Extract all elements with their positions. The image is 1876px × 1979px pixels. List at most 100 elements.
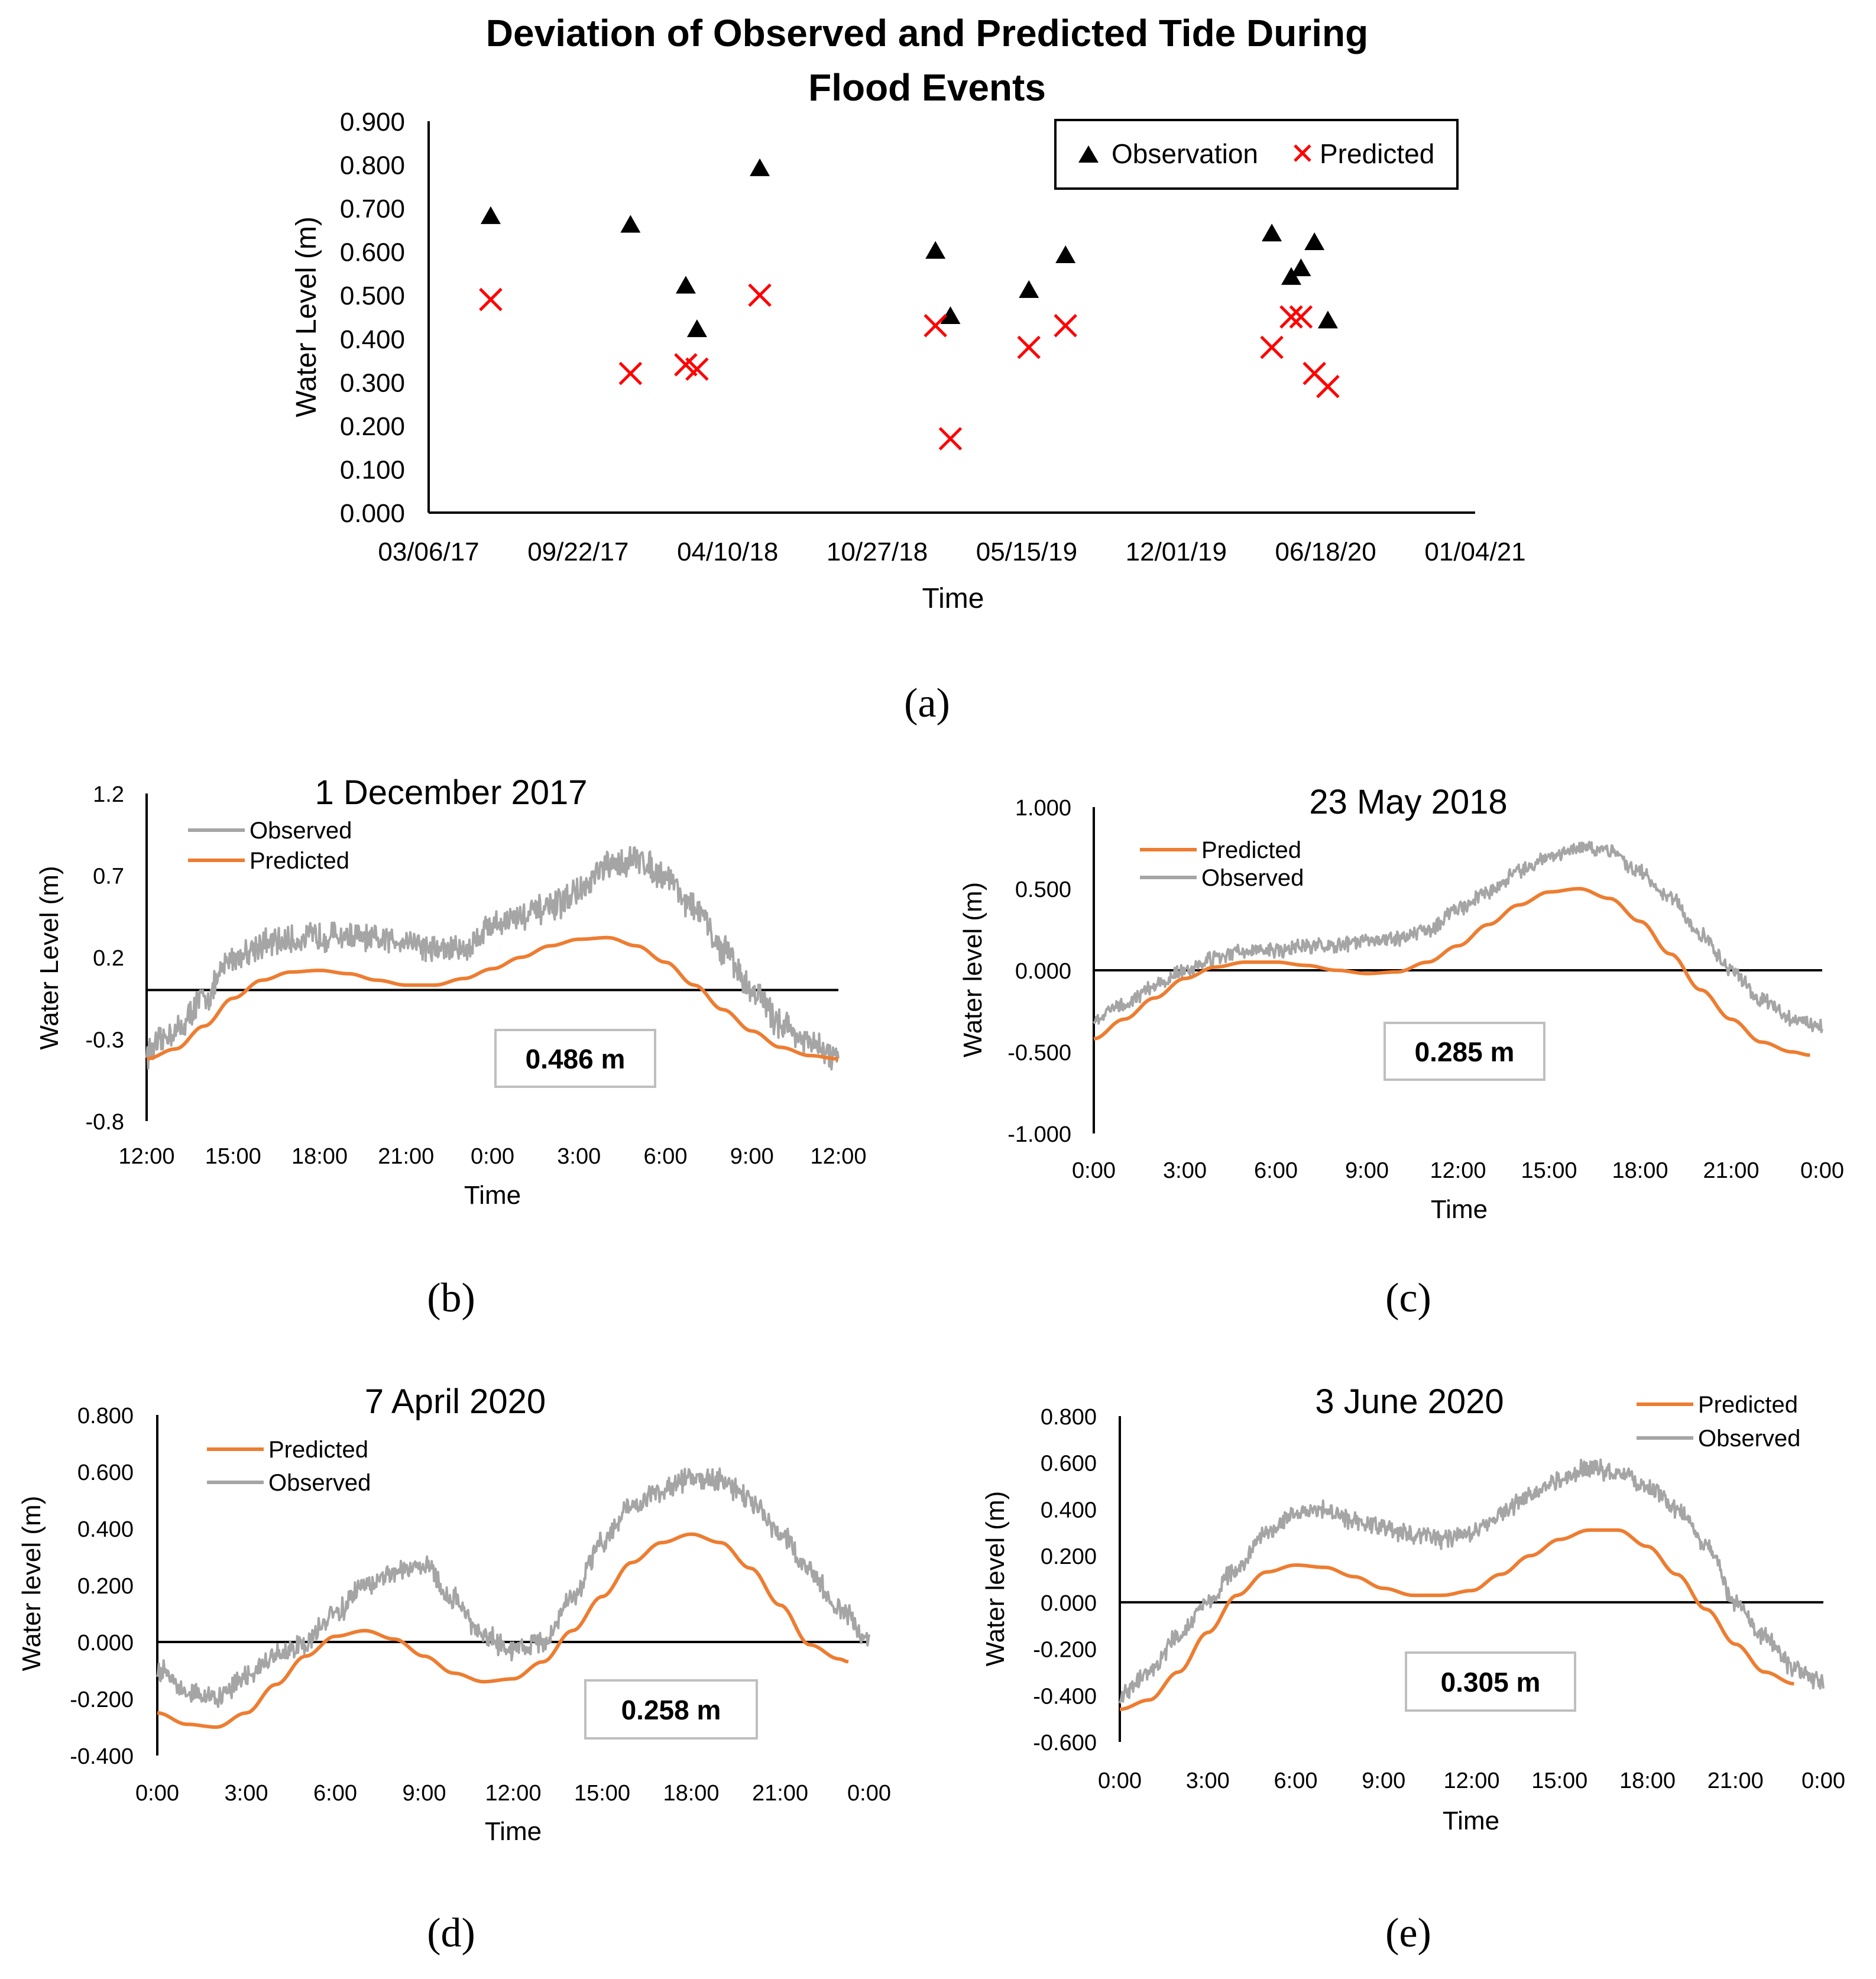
observation-point bbox=[1304, 232, 1325, 250]
legend-label: Predicted bbox=[268, 1437, 368, 1463]
annotation-box bbox=[1405, 1651, 1576, 1712]
annotation-text: 0.285 m bbox=[1415, 1037, 1515, 1067]
y-axis-label: Water Level (m) bbox=[291, 216, 322, 417]
predicted-series-line bbox=[1093, 887, 1810, 1057]
predicted-point bbox=[1017, 335, 1041, 359]
chart-title: 23 May 2018 bbox=[1309, 783, 1507, 821]
x-tick-label: 3:00 bbox=[1163, 1158, 1207, 1183]
legend-label: Predicted bbox=[1698, 1392, 1798, 1418]
annotation-text: 0.486 m bbox=[526, 1044, 626, 1074]
y-tick-label: -0.600 bbox=[1033, 1731, 1097, 1755]
x-axis-label: Time bbox=[464, 1181, 521, 1210]
y-tick-label: -0.500 bbox=[1007, 1041, 1071, 1065]
line-panel-b: 1 December 2017 1.2 0.7 0.2 -0.3 -0.8 12:00 15:… bbox=[35, 773, 867, 1321]
predicted-series-line bbox=[157, 1532, 849, 1729]
line-panel-e: 3 June 2020 0.800 0.600 0.400 0.200 0.000 -0.2… bbox=[981, 1382, 1845, 1956]
predicted-series-line bbox=[1119, 1528, 1794, 1711]
y-tick-label: 0.400 bbox=[1041, 1498, 1097, 1523]
predicted-point bbox=[938, 427, 963, 451]
observation-point bbox=[940, 306, 961, 324]
line-panel-c: 23 May 20181.0000.5000.000-0.500-1.0000:… bbox=[958, 783, 1844, 1321]
legend-label: Observed bbox=[268, 1470, 371, 1496]
x-tick-label: 18:00 bbox=[1612, 1158, 1668, 1183]
x-axis-label: Time bbox=[485, 1817, 542, 1846]
predicted-point bbox=[924, 313, 947, 338]
legend-triangle-marker bbox=[1078, 145, 1099, 163]
x-tick-label: 03/06/17 bbox=[378, 537, 479, 566]
observation-point bbox=[1055, 245, 1076, 264]
annotation-text: 0.305 m bbox=[1441, 1667, 1541, 1698]
y-tick-label: -0.200 bbox=[1033, 1638, 1097, 1663]
y-tick-label: -0.400 bbox=[70, 1744, 134, 1769]
y-tick-label: 1.000 bbox=[1015, 796, 1071, 821]
legend-box bbox=[1054, 119, 1459, 190]
legend-label: Observed bbox=[250, 818, 352, 844]
y-tick-label: 0.000 bbox=[1041, 1591, 1097, 1616]
observation-point bbox=[686, 319, 707, 338]
y-tick-label: 0.600 bbox=[340, 238, 405, 267]
y-axis-label: Water level (m) bbox=[958, 882, 987, 1058]
x-tick-label: 9:00 bbox=[730, 1144, 774, 1169]
x-tick-label: 12:00 bbox=[1430, 1158, 1486, 1183]
y-tick-label: 0.300 bbox=[340, 368, 405, 397]
x-tick-label: 12/01/19 bbox=[1126, 537, 1227, 566]
x-tick-label: 21:00 bbox=[1707, 1769, 1764, 1793]
y-tick-label: 0.200 bbox=[77, 1574, 134, 1599]
y-tick-label: 0.000 bbox=[340, 499, 405, 528]
x-tick-label: 06/18/20 bbox=[1275, 537, 1376, 566]
predicted-point bbox=[618, 361, 643, 386]
chart-title: 1 December 2017 bbox=[315, 773, 587, 812]
x-axis-label: Time bbox=[1443, 1806, 1499, 1835]
x-tick-label: 21:00 bbox=[378, 1144, 434, 1169]
y-tick-label: 0.600 bbox=[1041, 1452, 1097, 1476]
y-tick-label: -0.400 bbox=[1033, 1684, 1097, 1709]
y-tick-label: 0.800 bbox=[1041, 1405, 1097, 1430]
panel-label: (b) bbox=[427, 1275, 475, 1321]
chart-title: 7 April 2020 bbox=[365, 1382, 546, 1421]
x-tick-label: 3:00 bbox=[1186, 1769, 1230, 1793]
x-tick-label: 9:00 bbox=[1345, 1158, 1389, 1183]
panel-label: (a) bbox=[904, 681, 950, 726]
chart-title-line: Flood Events bbox=[808, 66, 1046, 109]
y-tick-label: 0.600 bbox=[77, 1460, 134, 1485]
observed-series-line bbox=[1093, 841, 1823, 1034]
y-tick-label: 0.400 bbox=[77, 1517, 134, 1542]
y-tick-label: -0.3 bbox=[86, 1028, 124, 1053]
x-tick-label: 6:00 bbox=[313, 1781, 357, 1806]
y-tick-label: 0.800 bbox=[340, 151, 405, 180]
scatter-panel-a: Deviation of Observed and Predicted Tide… bbox=[291, 12, 1526, 726]
y-tick-label: 0.700 bbox=[340, 195, 405, 224]
observed-series-line bbox=[1119, 1458, 1825, 1704]
x-tick-label: 15:00 bbox=[1521, 1158, 1577, 1183]
y-tick-label: 1.2 bbox=[93, 782, 124, 807]
panel-label: (c) bbox=[1385, 1275, 1431, 1321]
y-tick-label: 0.800 bbox=[77, 1404, 134, 1429]
annotation-box bbox=[494, 1029, 656, 1088]
x-tick-label: 01/04/21 bbox=[1424, 537, 1525, 566]
annotation-box bbox=[584, 1679, 758, 1740]
x-tick-label: 6:00 bbox=[1254, 1158, 1298, 1183]
x-axis-label: Time bbox=[922, 583, 984, 614]
chart-title-line: Deviation of Observed and Predicted Tide… bbox=[486, 12, 1368, 54]
y-tick-label: 0.000 bbox=[77, 1631, 134, 1656]
x-tick-label: 18:00 bbox=[663, 1781, 719, 1806]
x-tick-label: 15:00 bbox=[205, 1144, 261, 1169]
x-tick-label: 09/22/17 bbox=[527, 537, 628, 566]
x-axis-label: Time bbox=[1431, 1195, 1488, 1224]
x-tick-label: 18:00 bbox=[1619, 1769, 1676, 1793]
legend-label: Observed bbox=[1201, 865, 1304, 891]
x-tick-label: 15:00 bbox=[1531, 1769, 1587, 1793]
x-tick-label: 0:00 bbox=[471, 1144, 514, 1169]
x-tick-label: 3:00 bbox=[225, 1781, 268, 1806]
predicted-point bbox=[479, 287, 503, 312]
observation-point bbox=[675, 276, 696, 294]
x-tick-label: 0:00 bbox=[135, 1781, 179, 1806]
y-tick-label: 0.900 bbox=[340, 108, 405, 137]
legend-label: Predicted bbox=[1201, 837, 1301, 863]
y-tick-label: -0.200 bbox=[70, 1688, 134, 1712]
x-tick-label: 21:00 bbox=[1703, 1158, 1759, 1183]
x-tick-label: 9:00 bbox=[1362, 1769, 1405, 1793]
predicted-point bbox=[1054, 313, 1077, 338]
observation-point bbox=[1317, 310, 1338, 329]
predicted-point bbox=[1289, 305, 1313, 329]
